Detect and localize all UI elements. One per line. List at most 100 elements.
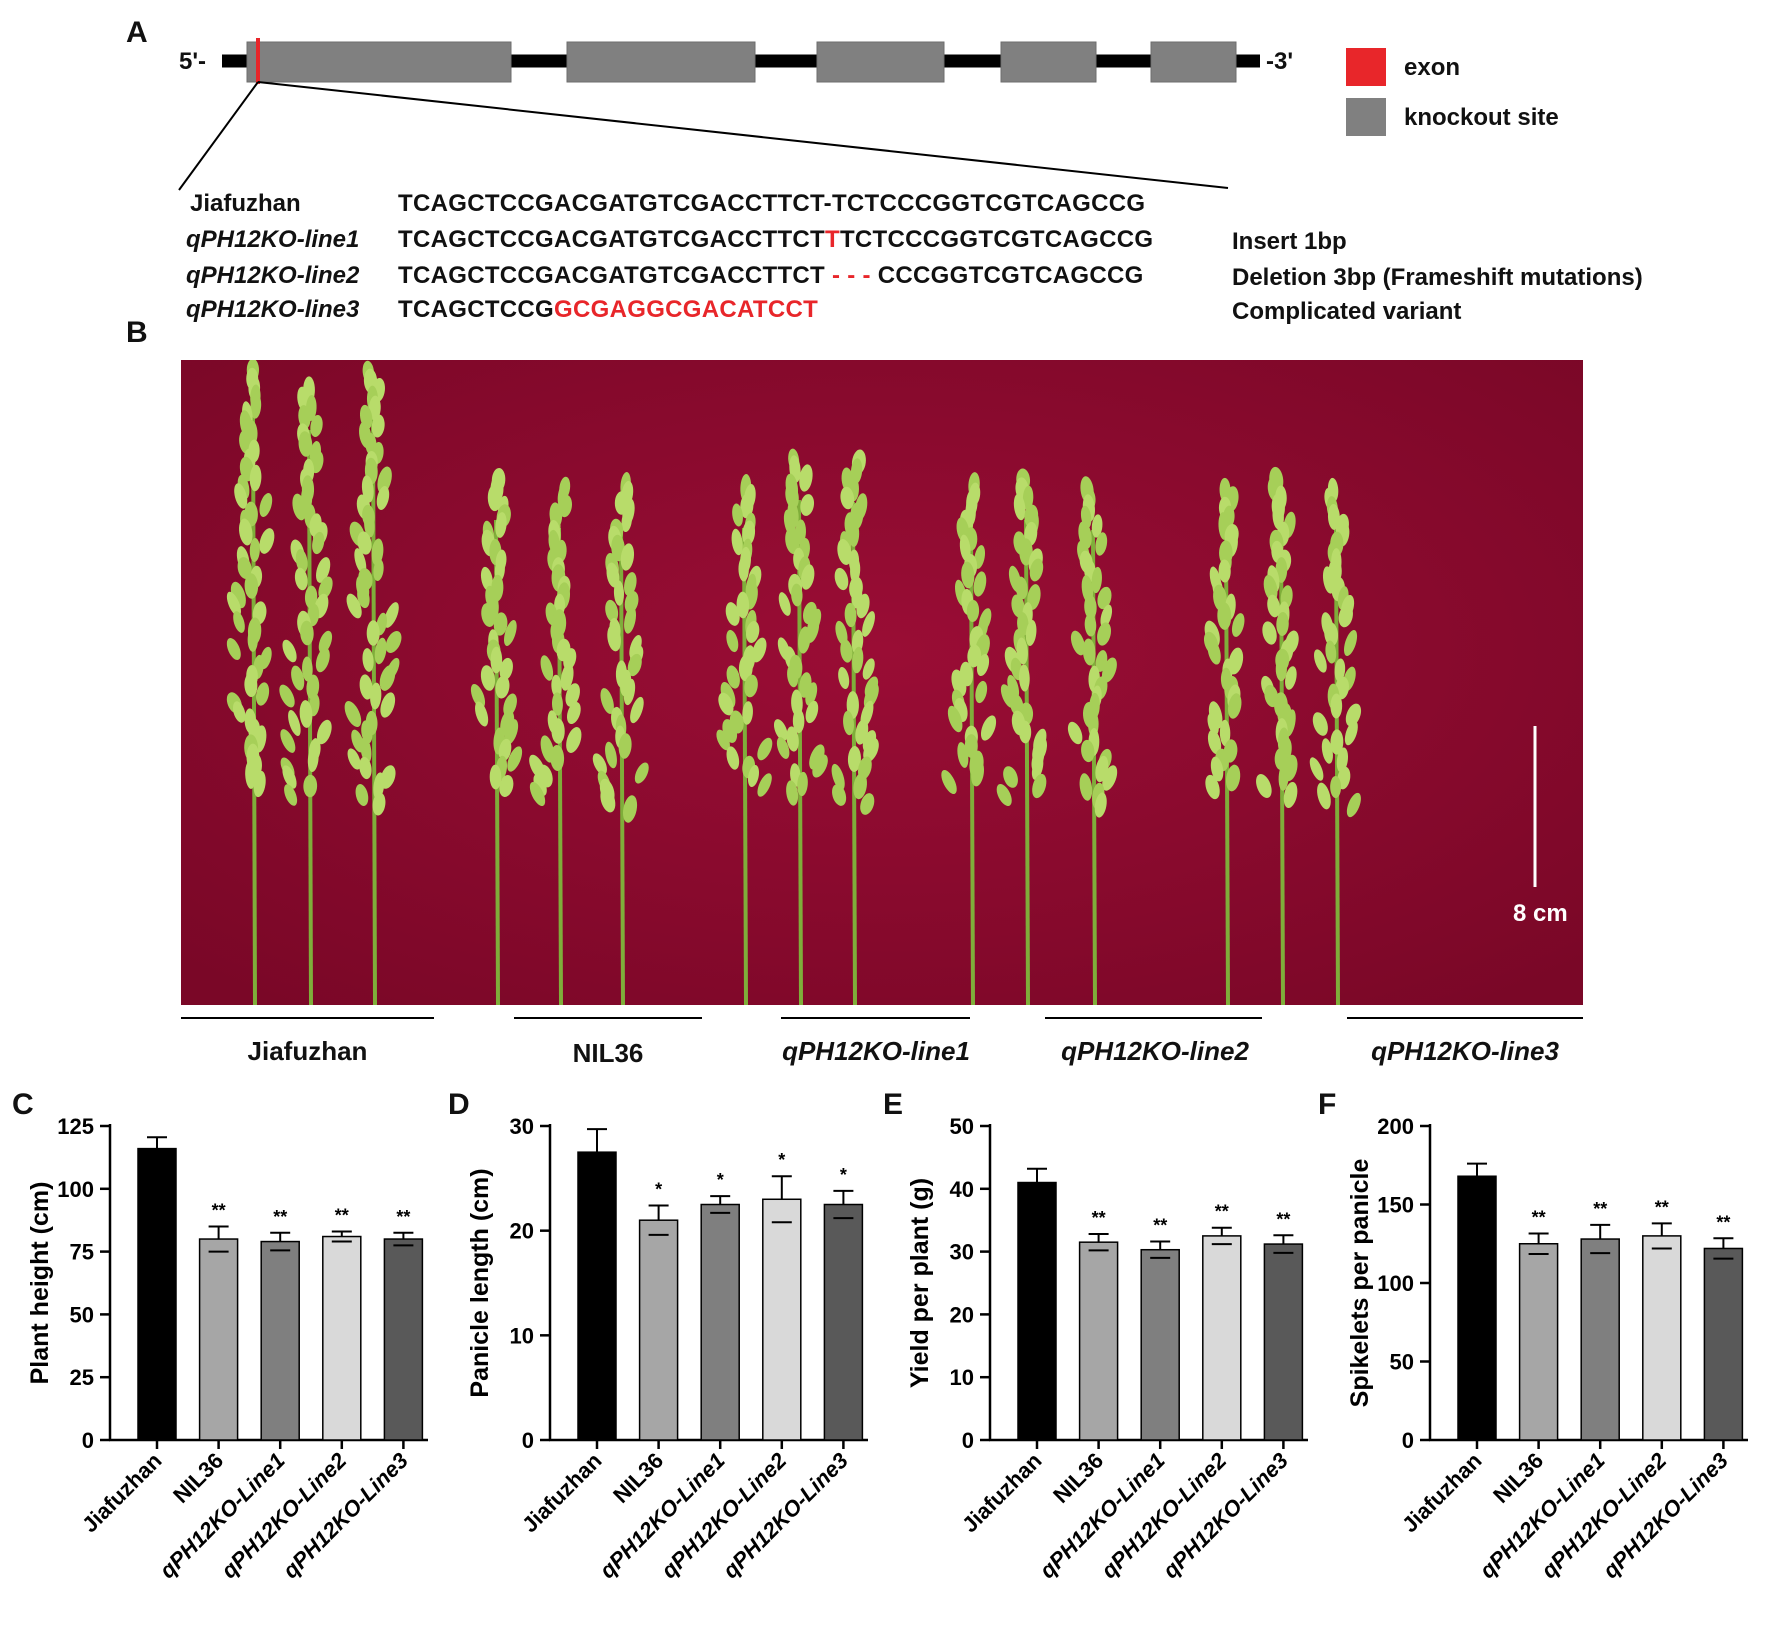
- group-label-jiafuzhan: Jiafuzhan: [247, 1036, 368, 1066]
- bar: [1078, 1241, 1119, 1441]
- panicle: [1256, 466, 1299, 1005]
- seq-row-note: Deletion 3bp (Frameshift mutations): [1232, 264, 1643, 291]
- panicle: [1067, 476, 1118, 1005]
- seq-mark: T: [825, 226, 840, 253]
- panicle: [773, 448, 828, 1005]
- bar: [198, 1238, 239, 1441]
- y-tick-label: 0: [82, 1428, 94, 1453]
- bar: [322, 1235, 362, 1441]
- y-tick-label: 30: [950, 1240, 974, 1265]
- significance-label: **: [335, 1206, 349, 1226]
- panicle-photo: 8 cm: [181, 360, 1583, 1005]
- y-tick-label: 50: [950, 1114, 974, 1139]
- legend-exon: exon: [1346, 48, 1626, 88]
- significance-label: **: [212, 1200, 226, 1220]
- bar: [1518, 1243, 1559, 1441]
- bar: [1140, 1248, 1180, 1441]
- seq-pre: TCAGCTCCGACGATGTCGACCTTCT: [398, 262, 825, 289]
- panicle: [996, 468, 1047, 1005]
- legend-exon-swatch: [1346, 48, 1386, 86]
- bar: [1580, 1238, 1620, 1441]
- significance-label: **: [1092, 1208, 1106, 1228]
- panel-a-label: A: [126, 16, 148, 49]
- panicle: [226, 360, 275, 1005]
- x-tick-label: NIL36: [168, 1448, 228, 1508]
- bar: [700, 1203, 740, 1441]
- gene-block-5: [1150, 41, 1237, 83]
- legend-exon-label: exon: [1404, 54, 1461, 81]
- panicle: [716, 474, 773, 1005]
- y-tick-label: 10: [950, 1365, 974, 1390]
- seq-row-sequence: TCAGCTCCGACGATGTCGACCTTCTTTCTCCCGGTCGTCA…: [398, 226, 1153, 254]
- panicle: [529, 476, 582, 1005]
- panicle: [470, 467, 523, 1005]
- y-tick-label: 100: [57, 1177, 94, 1202]
- bar: [577, 1151, 617, 1441]
- x-tick-label: Jiafuzhan: [957, 1448, 1046, 1537]
- panicle-illustration: [181, 360, 1583, 1005]
- panel-c-label: C: [12, 1088, 34, 1121]
- panicle: [941, 472, 997, 1005]
- group-label-line1: qPH12KO-line1: [782, 1036, 970, 1066]
- y-axis-label: Panicle length (cm): [466, 1168, 494, 1397]
- seq-row-name: qPH12KO-line2: [186, 262, 360, 289]
- y-tick-label: 10: [510, 1323, 534, 1348]
- y-tick-label: 150: [1377, 1193, 1414, 1218]
- panicle: [1309, 477, 1362, 1005]
- seq-row-name: qPH12KO-line1: [186, 226, 360, 253]
- seq-row-note: Insert 1bp: [1232, 228, 1347, 255]
- seq-post: CCCGGTCGTCAGCCG: [877, 262, 1144, 289]
- significance-label: **: [396, 1207, 410, 1227]
- gene-block-4: [1000, 41, 1097, 83]
- group-label-line2: qPH12KO-line2: [1061, 1036, 1249, 1066]
- panicle: [344, 360, 402, 1005]
- seq-mark: -: [823, 190, 832, 217]
- significance-label: **: [1655, 1197, 1669, 1217]
- y-tick-label: 20: [950, 1302, 974, 1327]
- y-tick-label: 50: [70, 1302, 94, 1327]
- five-prime-label: 5'-: [179, 48, 207, 75]
- y-tick-label: 125: [57, 1114, 94, 1139]
- significance-label: *: [655, 1180, 662, 1200]
- y-tick-label: 25: [70, 1365, 94, 1390]
- y-tick-label: 0: [1402, 1428, 1414, 1453]
- seq-row-jiafuzhan: Jiafuzhan TCAGCTCCGACGATGTCGACCTTCT-TCTC…: [0, 190, 1775, 220]
- legend-knockout-label: knockout site: [1404, 104, 1559, 131]
- significance-label: **: [1716, 1212, 1730, 1232]
- bar: [137, 1147, 177, 1441]
- bar: [260, 1240, 300, 1441]
- bar: [1703, 1247, 1744, 1441]
- y-tick-label: 30: [510, 1114, 534, 1139]
- significance-label: *: [717, 1170, 724, 1190]
- seq-pre: TCAGCTCCGACGATGTCGACCTTCT: [398, 226, 825, 253]
- chart-yield-per-plant: 0 10 20 30 40 50 Yield per plant (g) Jiafuzhan *…: [906, 1114, 1308, 1583]
- seq-mark: - - -: [825, 262, 878, 289]
- panicle: [1203, 477, 1245, 1005]
- y-axis-label: Yield per plant (g): [906, 1178, 934, 1388]
- significance-label: *: [778, 1150, 785, 1170]
- group-underlines: [181, 1017, 1583, 1019]
- zoom-line-left: [178, 81, 259, 191]
- x-tick-label: Jiafuzhan: [77, 1448, 166, 1537]
- y-tick-label: 100: [1377, 1271, 1414, 1296]
- bar: [823, 1203, 864, 1441]
- scale-bar-label: 8 cm: [1513, 900, 1568, 927]
- panel-e-label: E: [883, 1088, 904, 1121]
- seq-row-sequence: TCAGCTCCGACGATGTCGACCTTCT - - - CCCGGTCG…: [398, 262, 1144, 290]
- seq-row-name: Jiafuzhan: [190, 190, 301, 217]
- significance-label: *: [840, 1165, 847, 1185]
- chart-plant-height: 0 25 50 75 100 125 Plant height (cm) Jiafuzhan *…: [26, 1114, 428, 1583]
- y-tick-label: 20: [510, 1219, 534, 1244]
- gene-block-2: [566, 41, 756, 83]
- seq-row-line1: qPH12KO-line1 TCAGCTCCGACGATGTCGACCTTCTT…: [0, 226, 1775, 256]
- panel-b-label: B: [126, 316, 148, 349]
- bar: [638, 1219, 679, 1441]
- seq-row-sequence: TCAGCTCCGACGATGTCGACCTTCT-TCTCCCGGTCGTCA…: [398, 190, 1145, 218]
- three-prime-label: -3': [1266, 48, 1294, 75]
- y-tick-label: 0: [522, 1428, 534, 1453]
- legend-knockout: knockout site: [1346, 98, 1646, 138]
- y-tick-label: 50: [1390, 1350, 1414, 1375]
- significance-label: **: [273, 1207, 287, 1227]
- significance-label: **: [1153, 1216, 1167, 1236]
